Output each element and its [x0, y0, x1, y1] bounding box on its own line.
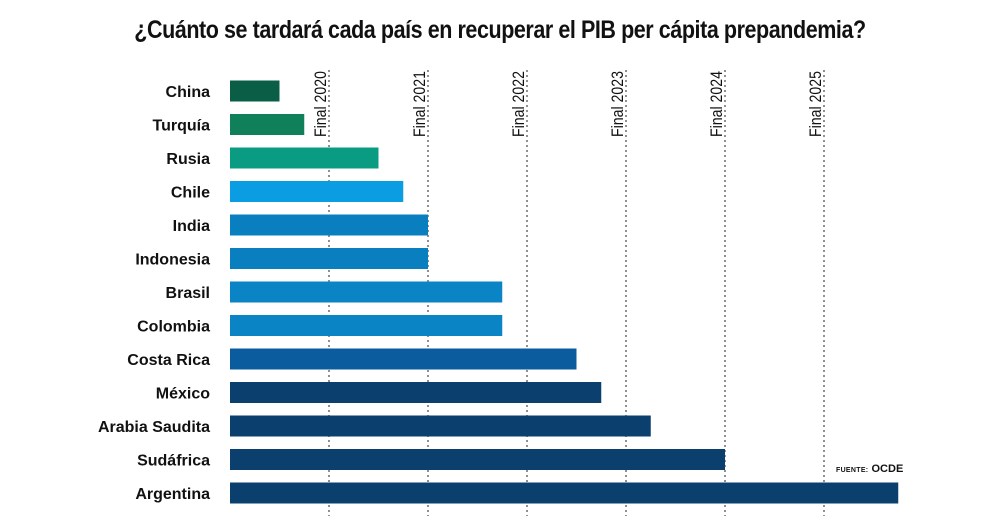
bar	[230, 315, 503, 336]
source-note: FUENTE: OCDE	[836, 463, 903, 475]
category-label: China	[166, 84, 211, 101]
bar	[230, 147, 379, 169]
bar	[230, 449, 725, 470]
category-label: Sudáfrica	[137, 453, 210, 470]
tick-label: Final 2023	[608, 71, 627, 137]
bar	[230, 181, 404, 202]
bar	[230, 382, 602, 403]
category-label: Arabia Saudita	[98, 419, 210, 436]
tick-label: Final 2022	[509, 71, 528, 137]
source-value: OCDE	[871, 463, 904, 475]
tick-label: Final 2025	[806, 71, 825, 137]
bar	[230, 80, 280, 102]
category-label: Costa Rica	[127, 352, 210, 369]
bar	[230, 281, 503, 303]
tick-label: Final 2021	[410, 71, 429, 137]
bar	[230, 415, 651, 437]
category-label: India	[173, 218, 210, 235]
bar	[230, 114, 305, 135]
category-label: Argentina	[135, 486, 210, 503]
category-label: Colombia	[137, 319, 210, 336]
category-label: Chile	[171, 185, 210, 202]
bar	[230, 248, 428, 269]
category-label: Brasil	[166, 285, 210, 302]
category-label: Rusia	[166, 151, 210, 168]
source-label: FUENTE:	[836, 467, 869, 474]
tick-label: Final 2024	[707, 71, 726, 137]
category-label: Indonesia	[135, 252, 210, 269]
category-label: México	[156, 386, 210, 403]
tick-label: Final 2020	[311, 71, 330, 137]
bar	[230, 214, 428, 236]
bar	[230, 482, 899, 504]
bar	[230, 348, 577, 370]
chart-title: ¿Cuánto se tardará cada país en recupera…	[134, 16, 866, 44]
category-label: Turquía	[153, 118, 211, 135]
